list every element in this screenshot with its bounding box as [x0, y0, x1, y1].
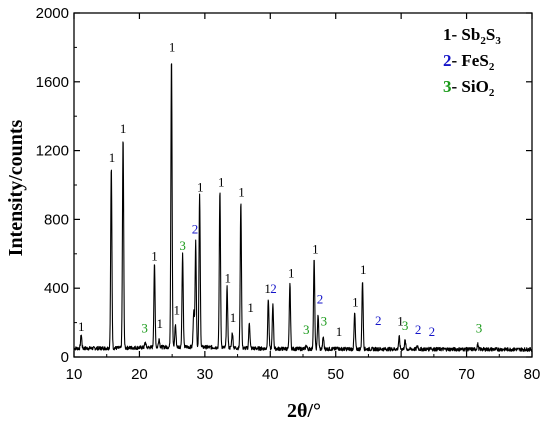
legend-entry: 2- FeS2: [443, 51, 495, 73]
peak-label: 2: [317, 291, 324, 306]
peak-label: 3: [402, 318, 409, 333]
legend-label: 3- SiO2: [443, 77, 495, 99]
peak-label: 1: [78, 319, 85, 334]
legend-label: 2- FeS2: [443, 51, 495, 73]
legend-label: 1- Sb2S3: [443, 25, 501, 47]
peak-label: 1: [312, 241, 319, 256]
y-tick-label: 2000: [36, 5, 69, 22]
peak-label: 1: [225, 271, 232, 286]
peak-label: 3: [321, 314, 328, 329]
y-tick-label: 0: [61, 349, 69, 366]
legend: 1- Sb2S3 2- FeS2 3- SiO2: [443, 25, 501, 99]
x-tick-label: 70: [458, 366, 475, 383]
peak-label: 1: [288, 265, 295, 280]
peak-label: 1: [109, 150, 116, 165]
peak-label: 3: [303, 322, 310, 337]
x-tick-label: 60: [393, 366, 410, 383]
peak-label: 1: [151, 248, 158, 263]
legend-marker: 1: [443, 25, 452, 44]
x-tick-label: 80: [524, 366, 541, 383]
peak-label: 2: [415, 322, 422, 337]
peak-label: 2: [192, 222, 199, 237]
legend-entry: 1- Sb2S3: [443, 25, 501, 47]
peak-label: 1: [247, 300, 254, 315]
x-axis-title: 2θ/°: [287, 400, 321, 422]
peak-label: 1: [352, 295, 359, 310]
x-tick-label: 30: [197, 366, 214, 383]
peak-label: 1: [397, 314, 404, 329]
x-tick-label: 50: [327, 366, 344, 383]
y-tick-label: 1200: [36, 143, 69, 160]
legend-marker: 3: [443, 77, 452, 96]
peak-label: 1: [218, 174, 225, 189]
peak-label: 1: [238, 185, 245, 200]
peak-label: 1: [360, 262, 367, 277]
peak-label: 1: [169, 39, 176, 54]
y-tick-label: 400: [44, 280, 69, 297]
peak-label: 1: [230, 310, 237, 325]
x-tick-label: 20: [131, 366, 148, 383]
y-axis-title: Intensity/counts: [5, 119, 27, 256]
peak-label: 1: [156, 316, 163, 331]
peak-label: 1: [264, 281, 271, 296]
peak-label: 3: [141, 321, 148, 336]
peak-label: 2: [270, 281, 277, 296]
legend-marker: 2: [443, 51, 452, 70]
peak-label: 1: [336, 324, 343, 339]
peak-label: 2: [375, 313, 382, 328]
legend-entry: 3- SiO2: [443, 77, 495, 99]
peak-label: 3: [179, 238, 186, 253]
x-tick-label: 40: [262, 366, 279, 383]
peak-label: 1: [120, 121, 127, 136]
y-tick-label: 800: [44, 211, 69, 228]
diffraction-pattern-line: [73, 63, 533, 352]
x-tick-label: 10: [66, 366, 83, 383]
peak-label: 2: [429, 324, 436, 339]
peak-label: 1: [197, 179, 204, 194]
peak-label: 1: [173, 302, 180, 317]
y-tick-label: 1600: [36, 74, 69, 91]
peak-label: 3: [476, 321, 483, 336]
